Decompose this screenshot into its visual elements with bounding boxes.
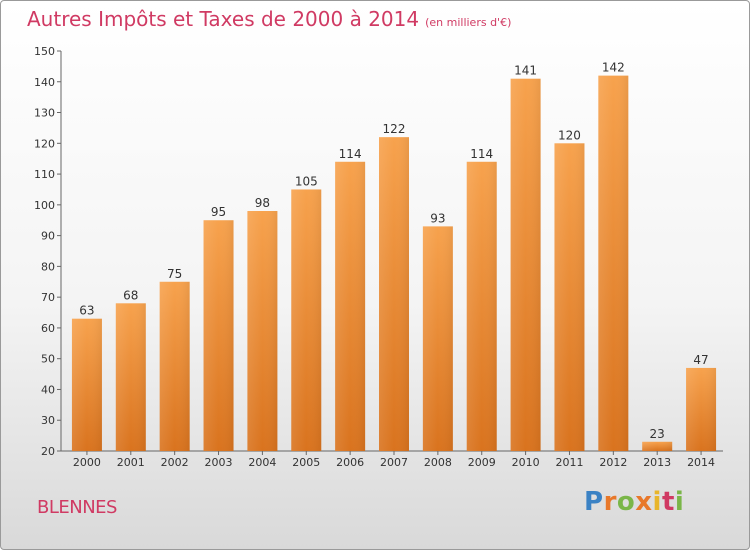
y-tick-label: 50 xyxy=(41,353,55,366)
x-axis: 2000 2001 2002 2003 2004 2005 2006 2007 2008 2009… xyxy=(61,450,723,469)
bar-sheen xyxy=(115,303,146,451)
x-tick-label: 2012 xyxy=(599,456,627,469)
y-tick-label: 100 xyxy=(34,199,55,212)
chart-header: Autres Impôts et Taxes de 2000 à 2014 (en… xyxy=(27,7,511,31)
logo-letter: P xyxy=(584,487,604,517)
place-name: BLENNES xyxy=(37,497,117,518)
value-labels: 63 68 75 95 98 105 114 122 93 114 141 120 142 23 47 xyxy=(79,61,708,441)
x-tick-label: 2004 xyxy=(248,456,276,469)
y-tick-label: 30 xyxy=(41,414,55,427)
bar-sheen xyxy=(379,137,409,451)
bar-sheen xyxy=(598,75,629,451)
x-tick-label: 2001 xyxy=(117,456,145,469)
y-tick-label: 90 xyxy=(41,230,55,243)
value-label: 23 xyxy=(650,427,665,441)
bar-sheen xyxy=(203,220,234,451)
bar-sheen xyxy=(686,367,717,451)
bar-sheen xyxy=(642,441,673,451)
logo-letter: o xyxy=(616,487,636,517)
value-label: 63 xyxy=(79,304,94,318)
logo-letter: t xyxy=(661,487,675,517)
value-label: 47 xyxy=(693,353,708,367)
value-label: 141 xyxy=(514,64,537,78)
bar-sheen xyxy=(510,78,541,451)
x-tick-label: 2002 xyxy=(161,456,189,469)
x-tick-label: 2006 xyxy=(336,456,364,469)
y-tick-label: 80 xyxy=(41,260,55,273)
y-tick-label: 40 xyxy=(41,383,55,396)
x-tick-label: 2009 xyxy=(468,456,496,469)
bar-sheen xyxy=(247,211,278,451)
chart-title: Autres Impôts et Taxes de 2000 à 2014 xyxy=(27,7,420,31)
x-tick-label: 2003 xyxy=(205,456,233,469)
value-label: 122 xyxy=(383,122,406,136)
y-tick-label: 140 xyxy=(34,76,55,89)
value-label: 114 xyxy=(470,147,493,161)
y-tick-label: 130 xyxy=(34,107,55,120)
x-tick-label: 2013 xyxy=(643,456,671,469)
y-tick-label: 70 xyxy=(41,291,55,304)
value-label: 98 xyxy=(255,196,270,210)
bar-sheen xyxy=(291,189,322,451)
logo-letter: i xyxy=(674,487,685,517)
logo-letter: x xyxy=(635,487,653,517)
value-label: 120 xyxy=(558,128,581,142)
chart-subtitle: (en milliers d'€) xyxy=(425,16,512,29)
bar-sheen xyxy=(159,281,190,451)
x-tick-label: 2005 xyxy=(292,456,320,469)
bar-sheen xyxy=(71,318,102,451)
x-tick-label: 2008 xyxy=(424,456,452,469)
y-tick-label: 20 xyxy=(41,445,55,458)
y-tick-label: 150 xyxy=(34,45,55,58)
bars xyxy=(71,75,717,452)
bar-sheen xyxy=(466,161,497,451)
value-label: 75 xyxy=(167,267,182,281)
y-tick-label: 60 xyxy=(41,322,55,335)
x-tick-label: 2014 xyxy=(687,456,715,469)
value-label: 105 xyxy=(295,174,318,188)
y-axis: 20 30 40 50 60 70 80 90 100 110 120 130 140 150 xyxy=(34,45,62,458)
value-label: 93 xyxy=(430,211,445,225)
bar-sheen xyxy=(422,226,453,451)
value-label: 95 xyxy=(211,205,226,219)
x-tick-label: 2007 xyxy=(380,456,408,469)
value-label: 68 xyxy=(123,288,138,302)
x-tick-label: 2011 xyxy=(555,456,583,469)
logo-letter: i xyxy=(652,487,662,517)
logo-letter: r xyxy=(603,487,617,517)
y-tick-label: 110 xyxy=(34,168,55,181)
bar-sheen xyxy=(335,161,366,451)
value-label: 114 xyxy=(339,147,362,161)
y-tick-label: 120 xyxy=(34,137,55,150)
x-tick-label: 2000 xyxy=(73,456,101,469)
x-tick-label: 2010 xyxy=(512,456,540,469)
bar-sheen xyxy=(554,143,585,452)
proxiti-logo: Proxiti xyxy=(584,487,684,517)
value-label: 142 xyxy=(602,61,625,75)
